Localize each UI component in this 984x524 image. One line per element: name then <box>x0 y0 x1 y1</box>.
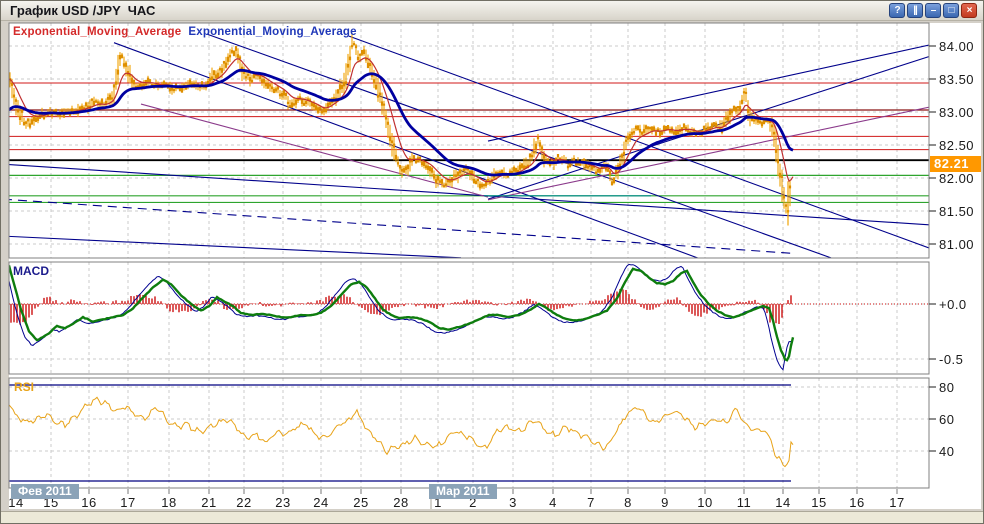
window-bottom-frame <box>1 511 983 523</box>
help-button[interactable]: ? <box>889 3 905 18</box>
minimize-button[interactable]: – <box>925 3 941 18</box>
pause-button[interactable]: || <box>907 3 923 18</box>
maximize-button[interactable]: □ <box>943 3 959 18</box>
window-buttons: ? || – □ × <box>889 3 977 18</box>
window-title: График USD /JPY ЧАС <box>10 3 156 18</box>
title-bar[interactable]: График USD /JPY ЧАС ? || – □ × <box>1 1 983 21</box>
close-button[interactable]: × <box>961 3 977 18</box>
